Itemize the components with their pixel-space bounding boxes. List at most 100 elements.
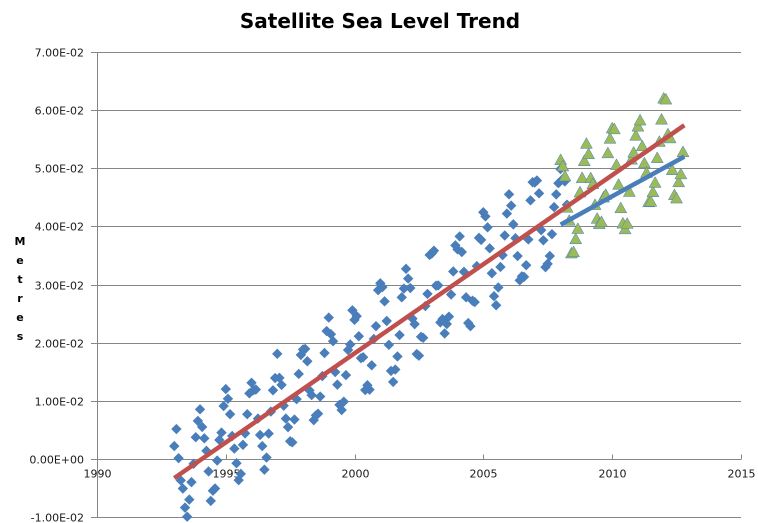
data-point-diamond xyxy=(216,427,227,438)
data-point-triangle xyxy=(571,222,585,234)
data-point-diamond xyxy=(482,222,493,233)
y-axis-label-letter: M xyxy=(15,235,26,248)
data-point-diamond xyxy=(505,200,517,211)
y-tick-label: 1.00E-02 xyxy=(35,396,84,409)
data-point-diamond xyxy=(171,423,182,435)
data-point-triangle xyxy=(603,132,617,144)
y-tick-label: 6.00E-02 xyxy=(35,105,84,118)
data-point-diamond xyxy=(332,379,343,390)
data-point-diamond xyxy=(520,259,532,271)
data-point-diamond xyxy=(490,300,502,311)
data-point-triangle xyxy=(577,154,591,166)
y-axis-label-letter: r xyxy=(17,292,23,305)
data-point-triangle xyxy=(650,151,664,163)
data-point-triangle xyxy=(672,175,686,188)
data-point-diamond xyxy=(194,404,206,415)
data-point-diamond xyxy=(173,452,184,464)
data-point-diamond xyxy=(546,228,558,240)
data-point-diamond xyxy=(480,211,491,222)
data-point-diamond xyxy=(257,440,268,452)
data-point-diamond xyxy=(233,474,244,486)
data-point-diamond xyxy=(306,389,317,401)
series-green-triangles xyxy=(554,91,690,259)
data-point-triangle xyxy=(655,112,668,125)
data-point-diamond xyxy=(428,245,440,256)
data-point-triangle xyxy=(607,122,621,135)
trend-lines xyxy=(172,123,686,480)
data-point-diamond xyxy=(267,385,279,396)
data-point-diamond xyxy=(381,315,392,327)
data-point-diamond xyxy=(538,235,549,246)
data-point-triangle xyxy=(582,147,596,160)
data-point-diamond xyxy=(422,288,433,300)
data-point-triangle xyxy=(567,245,580,258)
data-point-diamond xyxy=(394,329,405,341)
data-point-diamond xyxy=(499,230,510,241)
data-point-diamond xyxy=(402,273,414,284)
data-point-diamond xyxy=(456,246,468,258)
data-point-triangle xyxy=(614,201,628,214)
data-point-diamond xyxy=(293,368,304,380)
data-point-diamond xyxy=(488,291,500,302)
x-tick-label: 1995 xyxy=(213,468,241,481)
data-point-diamond xyxy=(377,281,388,293)
data-point-triangle xyxy=(569,232,583,245)
data-point-diamond xyxy=(540,261,551,273)
data-point-diamond xyxy=(366,360,377,371)
data-point-diamond xyxy=(475,234,487,246)
data-point-triangle xyxy=(665,163,679,176)
trend-line-blue xyxy=(559,154,686,227)
series-blue-diamonds xyxy=(169,163,573,522)
x-tick-labels: 1990 1995 2000 2005 2010 2015 xyxy=(84,468,756,481)
data-point-diamond xyxy=(370,320,382,332)
data-point-diamond xyxy=(242,409,253,420)
y-axis-label-letter: t xyxy=(17,273,22,286)
data-point-diamond xyxy=(218,400,229,412)
y-tick-label: 0.00E+00 xyxy=(29,454,84,467)
data-point-diamond xyxy=(338,396,349,407)
data-point-diamond xyxy=(439,328,450,339)
data-point-diamond xyxy=(199,433,210,444)
data-point-diamond xyxy=(237,439,249,451)
data-point-diamond xyxy=(392,351,403,362)
data-point-diamond xyxy=(493,282,504,293)
data-point-diamond xyxy=(523,234,534,245)
data-point-diamond xyxy=(387,376,399,388)
y-tick-label: 7.00E-02 xyxy=(35,47,84,60)
data-point-diamond xyxy=(390,364,401,375)
data-point-diamond xyxy=(302,356,313,367)
chart-title: Satellite Sea Level Trend xyxy=(240,9,520,33)
data-point-diamond xyxy=(503,189,515,200)
data-point-diamond xyxy=(398,283,410,294)
data-point-triangle xyxy=(644,194,658,207)
x-tick-label: 2010 xyxy=(599,468,627,481)
data-point-diamond xyxy=(336,404,347,416)
data-point-diamond xyxy=(196,421,208,433)
data-point-diamond xyxy=(396,292,407,303)
data-point-diamond xyxy=(263,428,274,439)
data-point-diamond xyxy=(465,321,476,332)
trend-line-red xyxy=(172,123,686,480)
data-point-diamond xyxy=(261,452,272,463)
y-tick-label: -1.00E-02 xyxy=(31,512,84,523)
data-point-diamond xyxy=(548,201,560,213)
data-point-triangle xyxy=(558,169,572,182)
data-point-triangle xyxy=(620,217,634,229)
data-point-triangle xyxy=(633,113,647,126)
data-point-diamond xyxy=(282,421,294,433)
data-point-triangle xyxy=(659,92,673,105)
data-point-triangle xyxy=(580,137,593,149)
data-point-diamond xyxy=(229,443,240,454)
data-point-diamond xyxy=(289,414,300,425)
data-point-diamond xyxy=(405,282,416,294)
data-point-diamond xyxy=(353,331,365,342)
data-point-diamond xyxy=(357,352,369,363)
data-point-diamond xyxy=(484,243,495,254)
data-point-diamond xyxy=(383,339,395,351)
data-point-diamond xyxy=(224,408,236,420)
y-axis-label-letter: s xyxy=(17,330,24,343)
y-axis-label-letter: e xyxy=(16,311,23,324)
data-point-diamond xyxy=(351,310,362,322)
data-point-diamond xyxy=(379,296,390,307)
data-point-triangle xyxy=(631,119,645,132)
